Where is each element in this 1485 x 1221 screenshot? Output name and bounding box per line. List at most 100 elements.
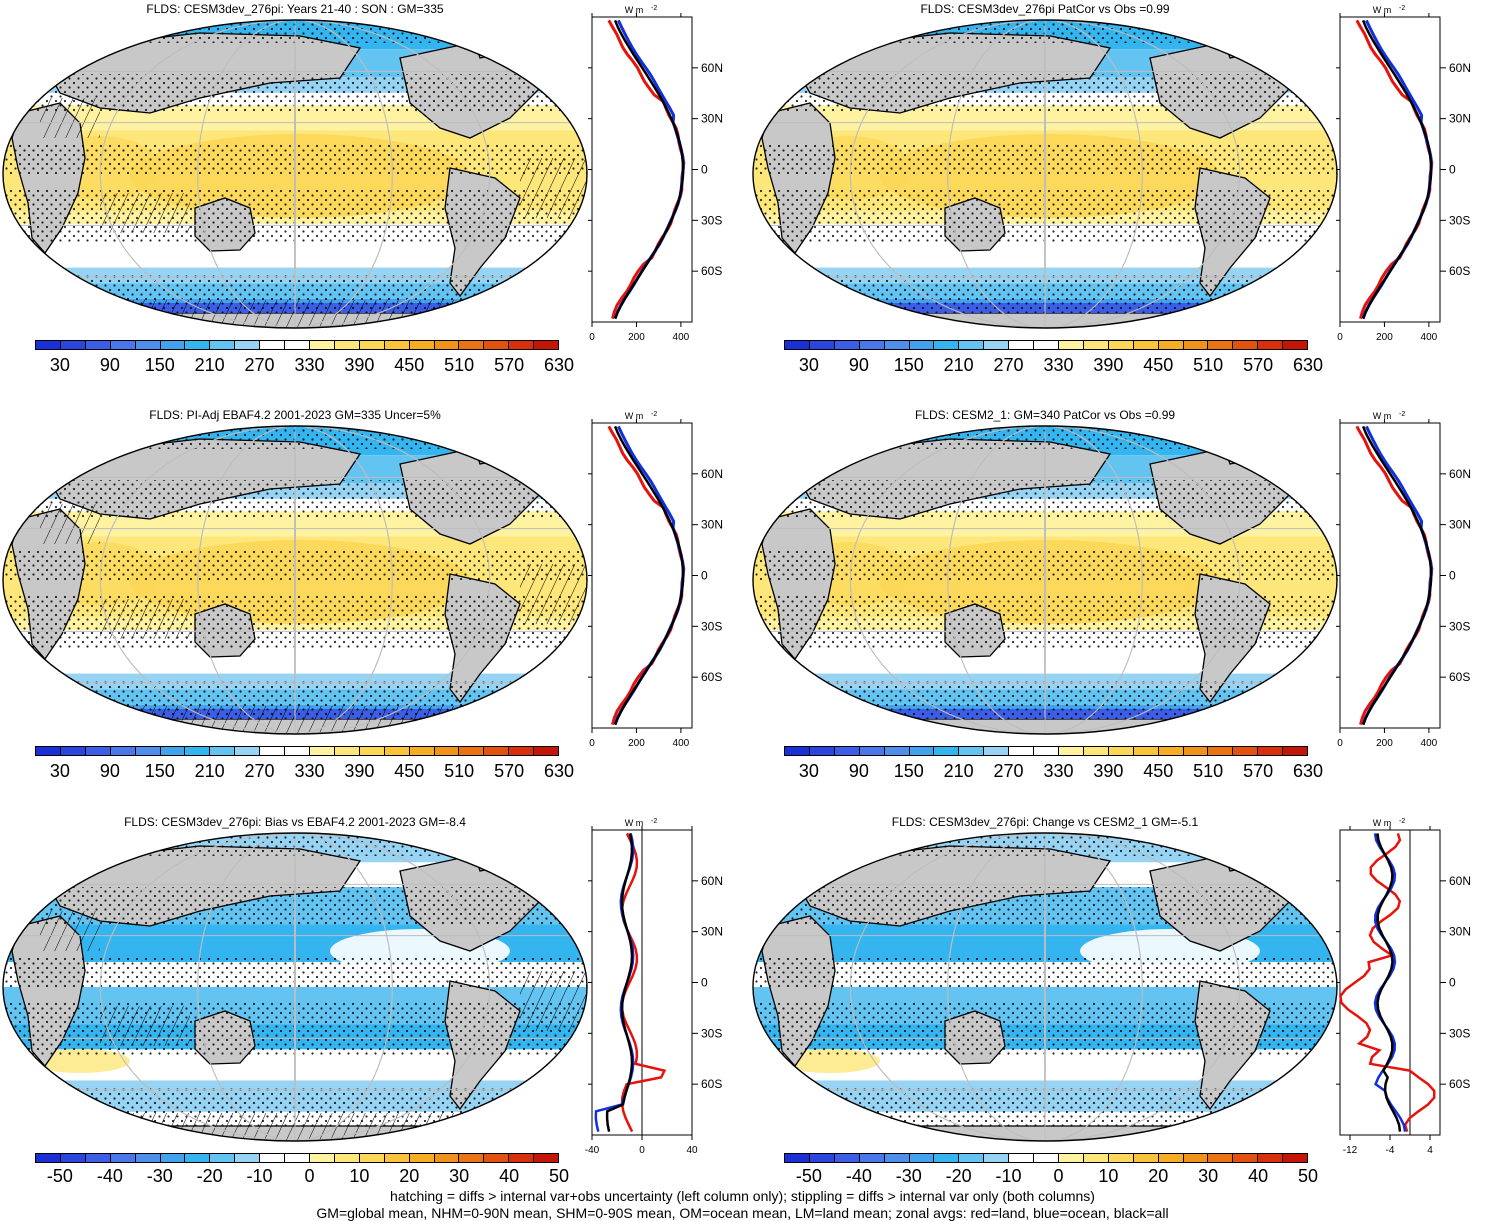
colorbar-tick-label: -50 <box>795 1166 822 1186</box>
colorbar-tick-label: -20 <box>945 1166 972 1186</box>
colorbar-swatch <box>1108 1154 1134 1162</box>
zonal-lat-tick-label: 0 <box>1449 976 1456 990</box>
colorbar-swatch <box>959 747 985 755</box>
zonal-all-line <box>1361 425 1433 726</box>
colorbar-swatch <box>984 1154 1010 1162</box>
colorbar-swatch <box>1233 1154 1259 1162</box>
zonal-units-label: W m <box>1373 818 1392 828</box>
colorbar-swatch <box>185 341 211 349</box>
colorbar-swatch <box>135 1154 161 1162</box>
colorbar-swatch <box>859 341 885 349</box>
colorbar-swatch <box>1133 747 1159 755</box>
colorbar-tick-label: 630 <box>543 761 575 781</box>
zonal-all-line <box>1376 833 1402 1132</box>
map-title: FLDS: PI-Adj EBAF4.2 2001-2023 GM=335 Un… <box>149 408 441 422</box>
zonal-lat-tick-label: 60S <box>701 1077 722 1091</box>
colorbar-swatch <box>1058 341 1084 349</box>
colorbar-swatch <box>785 1154 810 1162</box>
colorbar-swatch <box>1058 1154 1084 1162</box>
colorbar-swatch <box>160 341 186 349</box>
colorbar-swatch <box>1258 341 1284 349</box>
zonal-x-tick-label: -4 <box>1386 1145 1395 1156</box>
zonal-ocean-line <box>613 19 685 320</box>
colorbar-swatch <box>484 1154 510 1162</box>
colorbar-swatch <box>834 747 860 755</box>
colorbar-tick-label: 270 <box>244 355 275 375</box>
colorbar-tick-label: 30 <box>798 355 819 375</box>
colorbar-tick-label: 330 <box>1043 355 1074 375</box>
zonal-lat-tick-label: 60S <box>701 264 722 278</box>
colorbar-tick-label: 150 <box>144 761 175 781</box>
colorbar-swatch <box>85 341 111 349</box>
colorbar-tick-label: 510 <box>1193 761 1224 781</box>
colorbar-tick-label: -10 <box>246 1166 273 1186</box>
colorbar-swatch <box>359 341 385 349</box>
zonal-lat-tick-label: 60S <box>701 670 722 684</box>
colorbar-tick-label: 90 <box>848 355 869 375</box>
colorbar-tick-label: 330 <box>294 355 325 375</box>
zonal-lat-tick-label: 30N <box>1449 518 1471 532</box>
colorbar-swatch <box>984 747 1010 755</box>
colorbar-swatch <box>1208 747 1234 755</box>
colorbar-tick-label: 270 <box>993 761 1024 781</box>
zonal-ocean-line <box>1361 425 1433 726</box>
colorbar-swatch <box>160 1154 186 1162</box>
colorbar-swatch <box>1083 1154 1109 1162</box>
colorbar-tick-label: 20 <box>1148 1166 1169 1186</box>
colorbar-swatch <box>85 747 111 755</box>
colorbar-swatch <box>210 1154 236 1162</box>
colorbar-swatch <box>509 341 535 349</box>
colorbar-swatch <box>384 341 410 349</box>
colorbar-tick-label: 30 <box>798 761 819 781</box>
colorbar-swatch <box>1133 341 1159 349</box>
colorbar-swatch <box>334 1154 360 1162</box>
zonal-ocean-line <box>1361 19 1433 320</box>
colorbar-tick-label: 30 <box>449 1166 470 1186</box>
zonal-lat-tick-label: 0 <box>701 569 708 583</box>
colorbar-tick-label: 150 <box>893 355 924 375</box>
zonal-average-plot: W m -2 60N 30N 0 30S 60S 0 200 400 <box>1336 411 1471 749</box>
colorbar-swatch <box>260 341 286 349</box>
zonal-lat-tick-label: 60S <box>1449 670 1470 684</box>
colorbar-swatch <box>110 341 136 349</box>
colorbar-swatch <box>260 1154 286 1162</box>
zonal-x-tick-label: 200 <box>1376 332 1393 343</box>
colorbar-tick-label: 570 <box>494 761 525 781</box>
colorbar-swatch <box>60 1154 86 1162</box>
colorbar-swatch <box>459 747 485 755</box>
zonal-units-exponent: -2 <box>651 5 657 12</box>
colorbar-tick-label: -40 <box>96 1166 123 1186</box>
colorbar-swatch <box>834 1154 860 1162</box>
colorbar-swatch <box>459 1154 485 1162</box>
colorbar-tick-label: -40 <box>845 1166 872 1186</box>
colorbar-swatch <box>384 747 410 755</box>
colorbar-labels: 30 90 150 210 270 330 390 450 510 570 630 <box>35 761 574 785</box>
colorbar-tick-label: 450 <box>394 355 425 375</box>
colorbar-swatch <box>534 341 559 349</box>
colorbar-tick-label: 90 <box>99 761 120 781</box>
zonal-lat-tick-label: 0 <box>701 163 708 177</box>
zonal-lat-tick-label: 60N <box>701 874 723 888</box>
colorbar-labels: 30 90 150 210 270 330 390 450 510 570 630 <box>784 355 1323 379</box>
world-map <box>752 425 1338 735</box>
colorbar-tick-label: 390 <box>1093 355 1124 375</box>
colorbar-swatch <box>235 341 261 349</box>
zonal-x-tick-label: -12 <box>1343 1145 1358 1156</box>
colorbar-tick-label: 630 <box>1292 761 1324 781</box>
colorbar-swatch <box>509 1154 535 1162</box>
colorbar-tick-label: -30 <box>146 1166 173 1186</box>
zonal-land-line <box>1355 425 1434 725</box>
colorbar-swatch <box>359 1154 385 1162</box>
zonal-x-tick-label: 0 <box>589 332 595 343</box>
world-map <box>752 832 1338 1142</box>
colorbar-swatch <box>160 747 186 755</box>
zonal-units-exponent: -2 <box>1399 818 1405 825</box>
colorbar-labels: -50 -40 -30 -20 -10 0 10 20 30 40 50 <box>35 1166 569 1190</box>
colorbar-swatch <box>1283 747 1308 755</box>
colorbar-swatch <box>235 747 261 755</box>
colorbar-tick-label: 20 <box>399 1166 420 1186</box>
zonal-land-line <box>1339 833 1436 1132</box>
colorbar-swatch <box>1258 747 1284 755</box>
colorbar-tick-label: 570 <box>494 355 525 375</box>
map-title: FLDS: CESM3dev_276pi: Years 21-40 : SON … <box>146 2 444 16</box>
